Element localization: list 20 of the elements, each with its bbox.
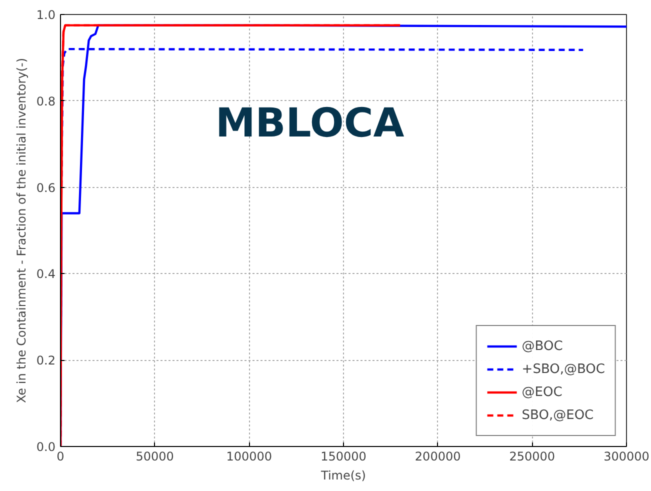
x-tick-label: 250000 xyxy=(509,450,556,464)
x-tick-label: 300000 xyxy=(604,450,650,464)
y-tick-label: 0.8 xyxy=(36,94,56,108)
annotation: MBLOCA xyxy=(216,100,404,146)
y-axis-title: Xe in the Containment - Fraction of the initial inventory(-) xyxy=(14,58,28,404)
x-axis-title: Time(s) xyxy=(320,468,366,482)
y-tick-label: 0.4 xyxy=(36,267,56,282)
legend-label: SBO,@EOC xyxy=(522,408,594,422)
legend-label: +SBO,@BOC xyxy=(522,362,605,376)
y-tick-label: 0.6 xyxy=(36,180,56,195)
y-tick-label: 1.0 xyxy=(36,8,56,22)
y-tick-label: 0.2 xyxy=(36,354,56,368)
x-tick-label: 50000 xyxy=(136,450,174,464)
x-tick-label: 100000 xyxy=(226,450,272,464)
legend-label: @EOC xyxy=(522,384,562,400)
legend-label: @BOC xyxy=(522,338,563,354)
x-tick-label: 0 xyxy=(56,450,64,464)
x-tick-label: 200000 xyxy=(414,450,461,464)
y-tick-label: 0.0 xyxy=(36,440,56,454)
x-tick-label: 150000 xyxy=(320,450,366,464)
